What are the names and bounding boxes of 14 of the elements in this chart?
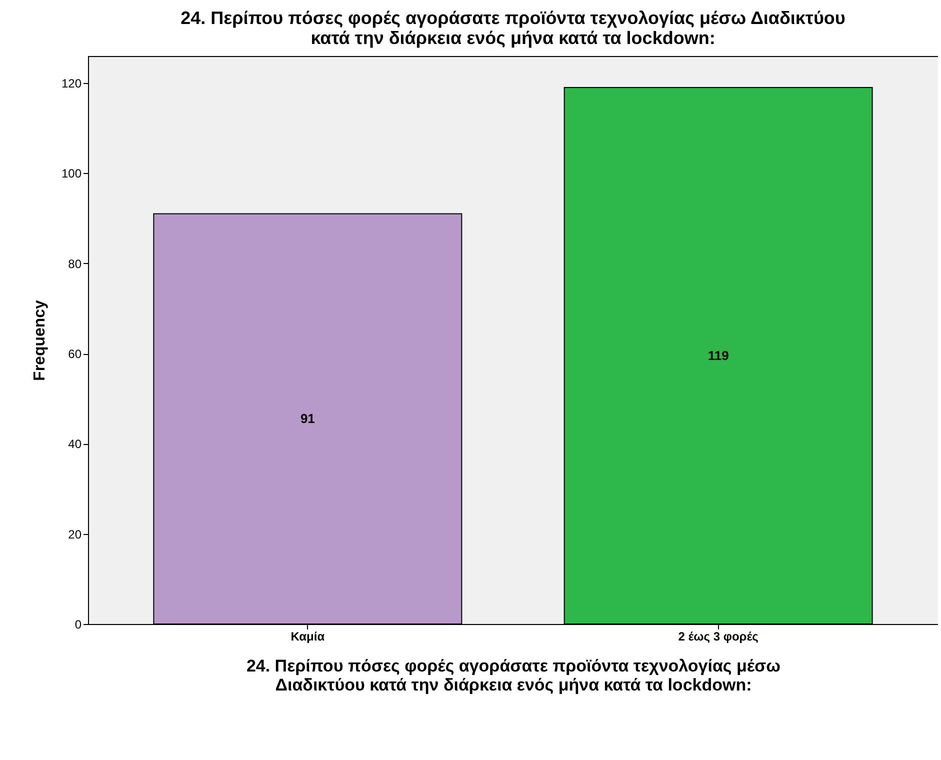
y-axis-title: Frequency [31, 300, 48, 381]
data-label: 91 [300, 410, 315, 426]
y-tick-label: 20 [68, 527, 82, 542]
y-tick-label: 60 [68, 347, 82, 362]
y-tick-label: 0 [74, 618, 82, 632]
x-axis-title: 24. Περίπου πόσες φορές αγοράσατε προϊόντα τεχνολογίας μέσω Διαδικτύου κατά την διάρκεια ενός μήνα κατά τα lockdown: [246, 656, 781, 694]
y-tick-label: 100 [61, 166, 82, 181]
y-tick-label: 80 [68, 256, 82, 271]
x-tick-label: Καμία [290, 630, 326, 644]
y-tick-label: 120 [61, 76, 82, 91]
x-tick-label: 2 έως 3 φορές [678, 630, 758, 644]
y-tick-label: 40 [68, 437, 82, 452]
data-label: 119 [708, 348, 729, 363]
chart-title: 24. Περίπου πόσες φορές αγοράσατε προϊόντα τεχνολογίας μέσω Διαδικτύου κατά την διάρκεια ενός μήνα κατά τα lockdown: [180, 8, 846, 48]
